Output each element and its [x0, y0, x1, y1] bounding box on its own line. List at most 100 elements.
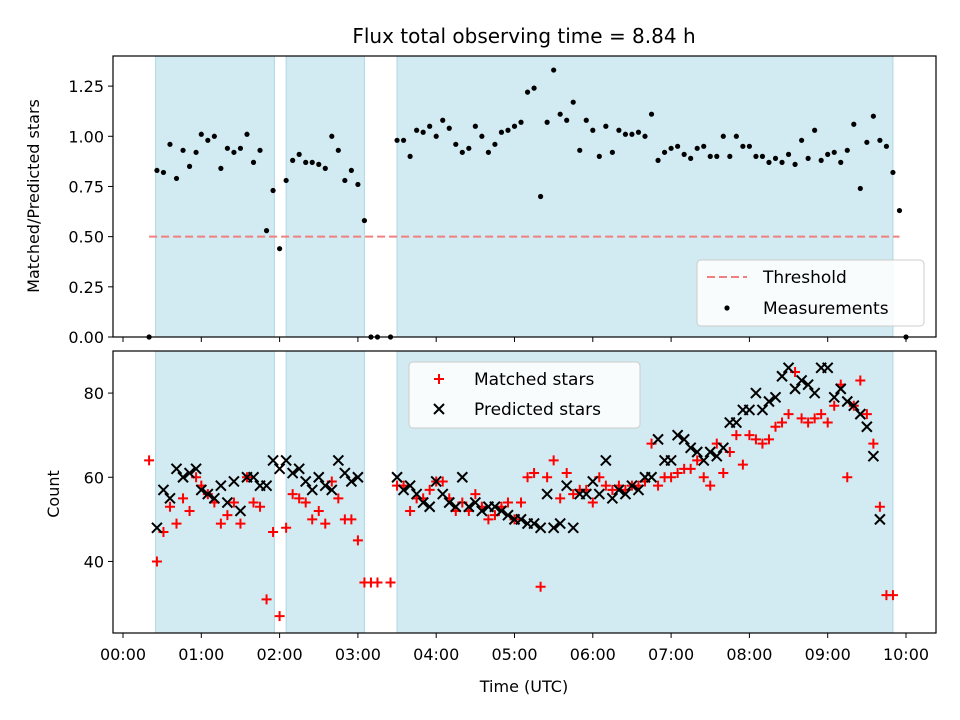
measurement-point [733, 133, 739, 139]
matched-star-point [470, 489, 481, 500]
predicted-star-point [828, 391, 840, 404]
measurement-point [479, 133, 485, 139]
measurement-point [694, 145, 700, 151]
predicted-star-point [293, 463, 305, 475]
measurement-point [309, 159, 315, 165]
matched-star-point [287, 489, 298, 500]
legend-measurements-label: Measurements [763, 299, 889, 319]
predicted-star-point [221, 496, 234, 509]
matched-star-point [587, 497, 598, 508]
plot-frame [112, 350, 937, 634]
matched-star-point [144, 455, 155, 466]
predicted-star-point [567, 522, 579, 534]
measurement-point [335, 147, 341, 153]
y-tick-label: 1.00 [68, 127, 104, 146]
x-tick-label: 01:00 [178, 645, 224, 664]
matched-star-point [561, 468, 572, 479]
measurement-point [746, 143, 753, 149]
predicted-star-point [260, 479, 273, 492]
predicted-star-point [626, 479, 638, 492]
measurement-point [355, 181, 361, 188]
predicted-star-point [417, 496, 429, 509]
predicted-star-point [861, 421, 873, 433]
matched-star-point [405, 505, 416, 516]
measurement-point [825, 151, 831, 157]
matched-star-point [178, 493, 189, 504]
observing-interval-1 [155, 56, 275, 337]
matched-star-point [294, 493, 305, 504]
legend-predicted-label: Predicted stars [474, 400, 601, 420]
measurement-point [237, 145, 244, 151]
matched-star-point [698, 472, 709, 483]
measurement-point [154, 167, 160, 174]
matched-star-point [822, 417, 833, 428]
predicted-star-point [502, 509, 514, 521]
series-measurements [146, 67, 909, 340]
predicted-star-point [306, 484, 318, 496]
predicted-star-point [874, 513, 886, 526]
measurement-point [551, 67, 557, 73]
predicted-star-point [430, 475, 442, 488]
measurement-point [714, 153, 720, 159]
matched-star-point [809, 413, 820, 424]
measurement-point [257, 147, 263, 153]
measurement-point [167, 141, 173, 147]
predicted-star-point [619, 488, 632, 500]
measurement-point [173, 175, 180, 182]
matched-star-point [568, 489, 579, 500]
matched-star-point [666, 472, 677, 483]
measurement-point [668, 145, 674, 151]
predicted-star-point [208, 492, 221, 505]
measurement-point [688, 155, 694, 161]
measurement-point [590, 127, 596, 133]
measurement-point [577, 147, 583, 153]
x-tick-label: 05:00 [491, 645, 537, 664]
measurement-point [596, 153, 602, 159]
measurement-point [544, 119, 550, 125]
predicted-star-point [704, 446, 716, 458]
measurement-point [583, 117, 589, 123]
y-tick-label: 0.00 [68, 328, 104, 347]
predicted-star-point [821, 362, 834, 374]
predicted-star-point [228, 475, 240, 488]
predicted-star-point [345, 475, 358, 488]
matched-star-point [705, 480, 716, 491]
predicted-star-point [769, 391, 782, 404]
matched-star-point [516, 497, 527, 508]
measurement-point [564, 117, 570, 123]
measurement-point [772, 155, 779, 161]
measurement-point [864, 139, 870, 145]
predicted-star-point [391, 471, 403, 483]
predicted-star-point [489, 501, 501, 513]
matched-star-point [842, 472, 853, 483]
y-tick-label: 0.25 [68, 278, 104, 297]
matched-star-point [281, 522, 292, 533]
legend-predicted-swatch [433, 403, 445, 415]
legend-bottom: Matched stars Predicted stars [408, 361, 641, 429]
measurement-point [446, 125, 452, 131]
measurement-point [505, 127, 511, 133]
predicted-star-point [339, 467, 351, 479]
measurement-point [655, 157, 661, 163]
predicted-star-point [234, 505, 247, 517]
measurement-point [263, 228, 270, 234]
matched-star-point [372, 577, 383, 588]
matched-star-point [653, 480, 664, 491]
x-tick-label: 06:00 [570, 645, 616, 664]
matched-star-point [164, 501, 175, 512]
measurement-point [740, 143, 746, 149]
matched-star-point [816, 409, 827, 420]
predicted-star-point [750, 387, 762, 399]
predicted-star-point [580, 488, 592, 500]
y-tick-label: 40 [84, 552, 104, 571]
measurement-point [433, 133, 439, 139]
predicted-star-point [495, 505, 508, 517]
measurement-point [250, 159, 257, 165]
matched-star-point [385, 577, 396, 588]
matched-star-point [555, 493, 566, 504]
predicted-star-point [183, 467, 196, 479]
measurement-point [675, 143, 681, 149]
matched-star-point [255, 501, 266, 512]
predicted-star-point [164, 492, 176, 505]
measurement-point [792, 161, 798, 167]
